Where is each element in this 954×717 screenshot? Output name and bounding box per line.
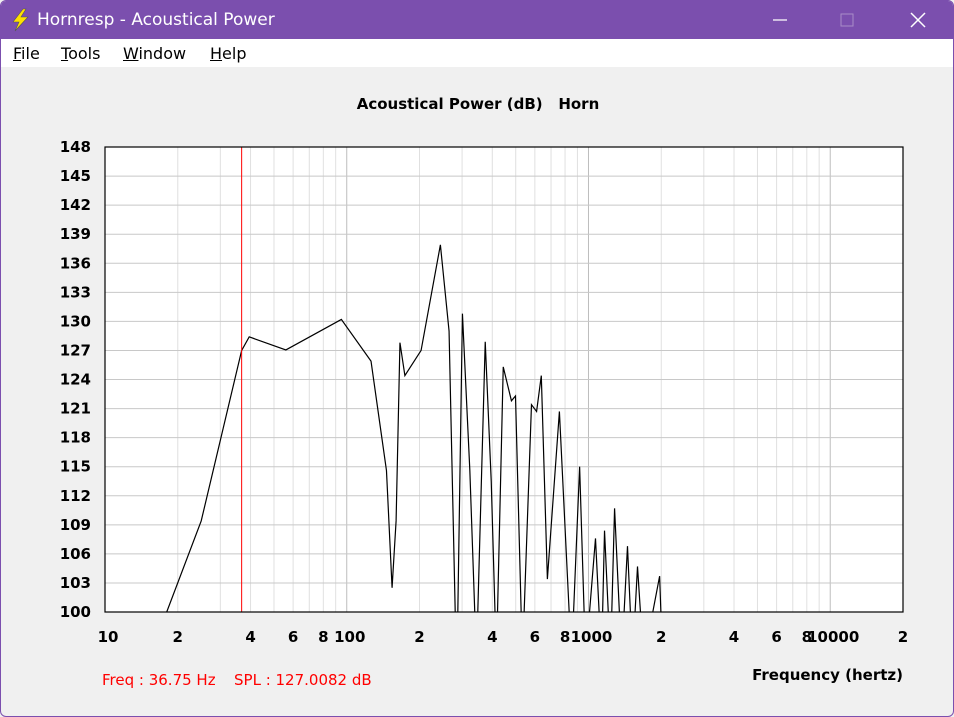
x-tick-label: 8 (802, 628, 812, 646)
x-tick-label: 4 (487, 628, 497, 646)
x-tick-label: 100 (334, 628, 365, 646)
y-tick-label: 103 (60, 574, 91, 592)
y-tick-label: 136 (60, 254, 91, 272)
chart-title: Acoustical Power (dB) Horn (357, 95, 600, 113)
x-tick-label: 4 (245, 628, 255, 646)
x-tick-label: 6 (530, 628, 540, 646)
x-tick-label: 2 (414, 628, 424, 646)
x-tick-label: 6 (771, 628, 781, 646)
x-tick-label: 2 (173, 628, 183, 646)
x-axis-label: Frequency (hertz) (752, 666, 903, 684)
app-icon (12, 8, 29, 32)
y-tick-label: 112 (60, 487, 91, 505)
x-tick-label: 8 (560, 628, 570, 646)
menu-item[interactable]: File (13, 44, 40, 63)
maximize-button[interactable] (840, 13, 854, 27)
menu-item[interactable]: Help (210, 44, 247, 63)
y-tick-label: 124 (60, 371, 91, 389)
x-tick-label: 10 (98, 628, 119, 646)
window-title: Hornresp - Acoustical Power (37, 10, 275, 30)
y-tick-label: 130 (60, 312, 91, 330)
y-tick-label: 106 (60, 545, 91, 563)
menu-item[interactable]: Window (123, 44, 187, 63)
data-line (166, 244, 662, 612)
title-bar: Hornresp - Acoustical Power (1, 1, 953, 39)
x-tick-label: 6 (288, 628, 298, 646)
window-controls (773, 12, 926, 28)
cursor-spl-label: SPL : 127.0082 dB (234, 671, 372, 689)
y-tick-label: 127 (60, 341, 91, 359)
cursor-freq-label: Freq : 36.75 Hz (102, 671, 216, 689)
x-tick-label: 2 (898, 628, 908, 646)
chart: Acoustical Power (dB) Horn Frequency (he… (60, 95, 909, 689)
plot-frame (104, 146, 904, 613)
x-tick-label: 1000 (571, 628, 613, 646)
y-tick-label: 100 (60, 603, 91, 621)
x-tick-label: 2 (656, 628, 666, 646)
y-tick-label: 115 (60, 458, 91, 476)
y-tick-label: 118 (60, 429, 91, 447)
y-tick-label: 121 (60, 400, 91, 418)
x-tick-label: 4 (729, 628, 739, 646)
y-tick-label: 133 (60, 283, 91, 301)
y-tick-label: 139 (60, 225, 91, 243)
close-button[interactable] (910, 12, 926, 28)
y-tick-label: 145 (60, 167, 91, 185)
menu-bar: File Tools Window Help (1, 39, 953, 67)
y-tick-label: 109 (60, 516, 91, 534)
y-tick-label: 142 (60, 196, 91, 214)
x-tick-label: 8 (318, 628, 328, 646)
menu-item[interactable]: Tools (61, 44, 101, 63)
y-tick-label: 148 (60, 138, 91, 156)
x-tick-label: 10000 (807, 628, 859, 646)
